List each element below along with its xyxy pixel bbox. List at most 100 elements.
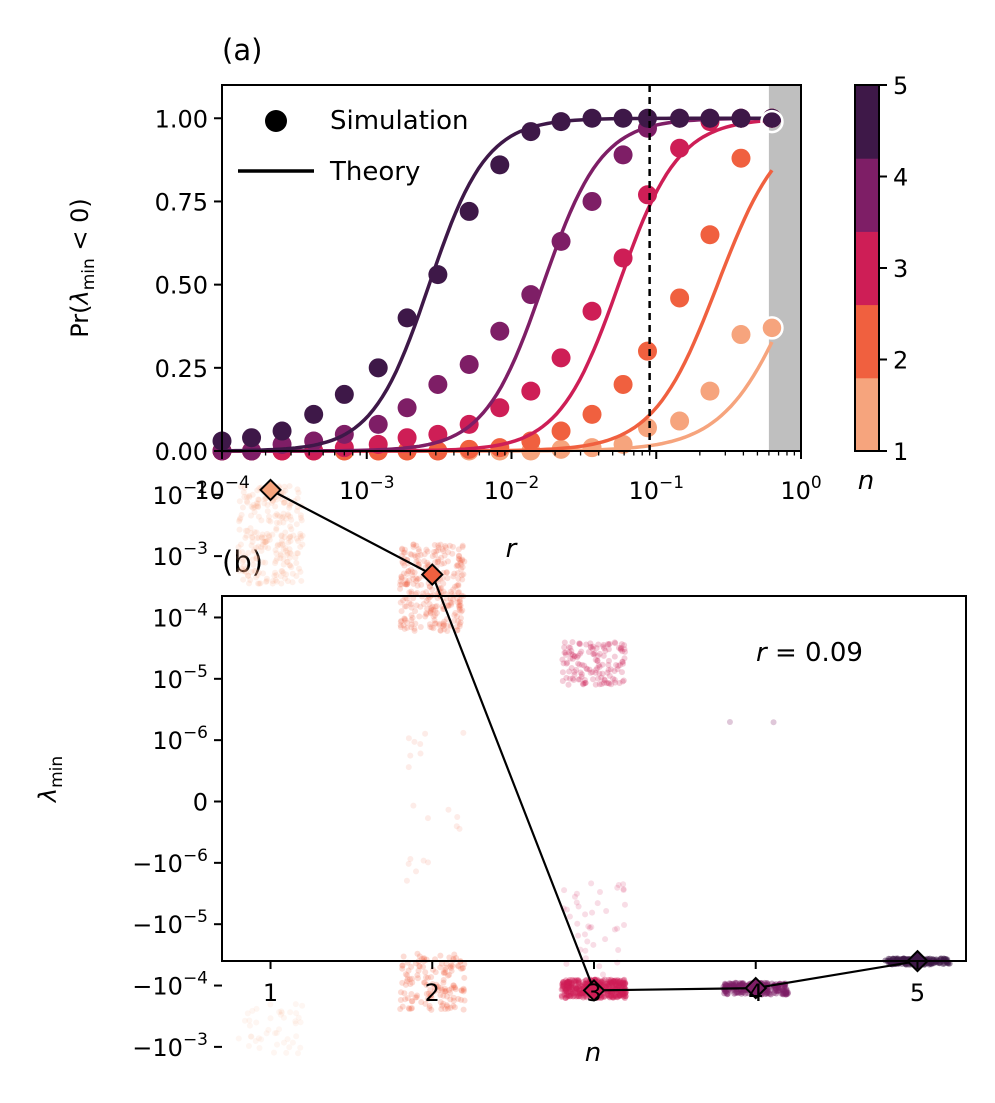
scatter-point-n3 xyxy=(621,655,628,662)
scatter-point-n2 xyxy=(438,585,445,592)
sim-point-n5 xyxy=(700,108,720,128)
scatter-point-n3 xyxy=(621,646,628,653)
scatter-point-n2 xyxy=(459,965,466,972)
scatter-point-n1 xyxy=(284,558,291,565)
scatter-point-n4 xyxy=(740,980,747,987)
scatter-point-n2 xyxy=(417,551,424,558)
scatter-point-n1 xyxy=(293,560,300,567)
scatter-point-n2 xyxy=(400,549,407,556)
sim-point-n5 xyxy=(242,428,262,448)
scatter-point-n1 xyxy=(248,503,255,510)
scatter-point-n2 xyxy=(427,623,434,630)
scatter-point-n3 xyxy=(619,991,626,998)
scatter-point-n4 xyxy=(761,990,768,997)
y-tick-label-b: 10−2 xyxy=(152,478,208,510)
scatter-point-n3 xyxy=(574,985,581,992)
scatter-point-n4 xyxy=(772,985,779,992)
scatter-point-n2 xyxy=(442,966,449,973)
scatter-point-n2 xyxy=(457,559,464,566)
scatter-point-n3 xyxy=(568,647,575,654)
scatter-point-n2 xyxy=(431,548,438,555)
scatter-point-n2 xyxy=(436,620,443,627)
scatter-point-n2 xyxy=(427,609,434,616)
scatter-point-n3 xyxy=(577,641,584,648)
scatter-point-n1 xyxy=(280,1014,287,1021)
scatter-point-n2 xyxy=(413,578,420,585)
scatter-point-n2 xyxy=(432,612,439,619)
scatter-point-n2 xyxy=(406,589,413,596)
scatter-point-n1 xyxy=(251,529,258,536)
scatter-point-n1 xyxy=(295,537,302,544)
scatter-point-n3 xyxy=(618,984,625,991)
scatter-point-n3 xyxy=(565,992,572,999)
scatter-point-n2 xyxy=(400,622,407,629)
scatter-point-n2 xyxy=(437,992,444,999)
scatter-point-n2 xyxy=(452,610,459,617)
scatter-point-n3 xyxy=(581,680,588,687)
scatter-point-n2 xyxy=(397,599,404,606)
colorbar-segment xyxy=(855,231,879,306)
scatter-point-n2 xyxy=(414,950,421,957)
scatter-point-n3 xyxy=(585,923,592,930)
scatter-point-n3 xyxy=(563,980,570,987)
scatter-point-n2 xyxy=(406,577,413,584)
scatter-point-n3 xyxy=(617,992,624,999)
scatter-point-n1 xyxy=(288,564,295,571)
scatter-point-n3 xyxy=(568,664,575,671)
scatter-point-n2 xyxy=(416,613,423,620)
scatter-point-n1 xyxy=(254,535,261,542)
scatter-point-n3 xyxy=(604,980,611,987)
scatter-point-n2 xyxy=(448,985,455,992)
scatter-point-n2 xyxy=(425,859,432,866)
scatter-point-n4 xyxy=(772,985,779,992)
scatter-point-n1 xyxy=(249,556,256,563)
scatter-point-n1 xyxy=(288,526,295,533)
scatter-point-n3 xyxy=(614,978,621,985)
scatter-point-n4 xyxy=(782,990,789,997)
scatter-point-n4 xyxy=(742,990,749,997)
scatter-point-n2 xyxy=(427,610,434,617)
sim-point-n3 xyxy=(490,398,510,418)
scatter-point-n2 xyxy=(440,1000,447,1007)
scatter-point-n3 xyxy=(616,978,623,985)
scatter-point-n1 xyxy=(284,549,291,556)
scatter-point-n2 xyxy=(437,964,444,971)
scatter-point-n2 xyxy=(443,993,450,1000)
scatter-point-n1 xyxy=(267,1001,274,1008)
scatter-point-n3 xyxy=(617,992,624,999)
scatter-point-n3 xyxy=(601,677,608,684)
y-tick-label-b: −10−5 xyxy=(132,907,208,939)
scatter-point-n3 xyxy=(575,977,582,984)
scatter-point-n1 xyxy=(243,532,250,539)
scatter-point-n2 xyxy=(449,963,456,970)
scatter-point-n3 xyxy=(568,650,575,657)
scatter-point-n2 xyxy=(451,612,458,619)
scatter-point-n2 xyxy=(441,985,448,992)
scatter-point-n3 xyxy=(580,681,587,688)
scatter-point-n2 xyxy=(437,952,444,959)
sim-point-n5 xyxy=(613,108,633,128)
scatter-point-n1 xyxy=(265,545,272,552)
scatter-point-n1 xyxy=(279,540,286,547)
scatter-point-n2 xyxy=(445,549,452,556)
scatter-point-n1 xyxy=(252,1038,259,1045)
scatter-point-n2 xyxy=(403,978,410,985)
scatter-point-n3 xyxy=(604,669,611,676)
scatter-point-n3 xyxy=(584,666,591,673)
scatter-point-n2 xyxy=(401,615,408,622)
scatter-point-n3 xyxy=(621,980,628,987)
scatter-point-n1 xyxy=(280,499,287,506)
scatter-point-n3 xyxy=(568,981,575,988)
scatter-point-n3 xyxy=(611,653,618,660)
scatter-point-n3 xyxy=(576,640,583,647)
scatter-point-n2 xyxy=(439,1002,446,1009)
scatter-point-n3 xyxy=(591,651,598,658)
scatter-point-n2 xyxy=(408,617,415,624)
scatter-point-n3 xyxy=(565,983,572,990)
scatter-point-n2 xyxy=(408,963,415,970)
scatter-point-n2 xyxy=(411,738,418,745)
scatter-point-n2 xyxy=(422,1000,429,1007)
scatter-point-n1 xyxy=(249,491,256,498)
panel-b-chart: (b) 1 2 3 4 5 10−2 10−3 10−4 10−5 10−6 0 −10−6 −10−5… xyxy=(34,478,967,1068)
scatter-point-n3 xyxy=(607,992,614,999)
